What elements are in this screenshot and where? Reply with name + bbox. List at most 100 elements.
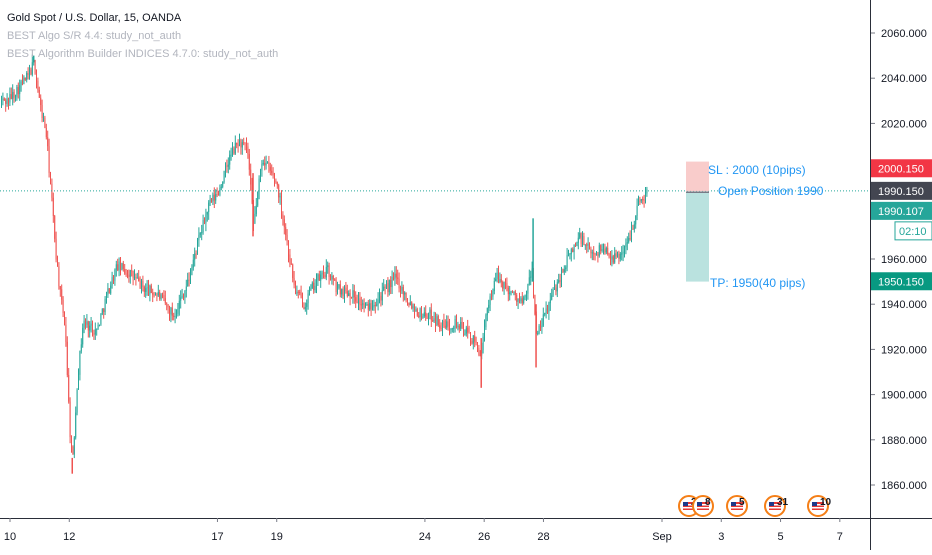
candle-body [302,298,303,307]
candle-body [316,280,317,286]
event-badge[interactable]: 31 [765,496,789,516]
candle-body [239,139,240,146]
candle-body [568,254,569,255]
take-profit-zone[interactable] [686,192,709,281]
candle-body [81,344,82,351]
candle-body [491,296,492,297]
study-legend-algo-builder[interactable]: BEST Algorithm Builder INDICES 4.7.0: st… [7,45,278,63]
candle-body [40,98,41,105]
candle-body [417,309,418,315]
tp-annotation[interactable]: TP: 1950(40 pips) [710,276,805,290]
candle-body [490,296,491,305]
candle-body [452,328,453,329]
candle-body [425,312,426,316]
candle-body [282,214,283,219]
candle-body [172,308,173,316]
candle-body [632,229,633,230]
open-position-annotation[interactable]: Open Position 1990 [718,184,824,198]
candle-body [618,254,619,259]
candle-body [603,249,604,250]
candle-body [483,337,484,350]
candle-body [187,280,188,287]
candle-body [394,274,395,280]
position-tool[interactable]: SL : 2000 (10pips) Open Position 1990 TP: … [686,162,824,290]
candle-body [375,305,376,306]
candle-body [1,100,2,101]
candle-body [392,277,393,287]
candle-body [166,303,167,304]
plot-area[interactable] [0,55,870,474]
stop-loss-zone[interactable] [686,162,709,192]
candle-body [387,283,388,292]
candle-body [88,321,89,330]
candle-body [575,244,576,246]
candle-body [152,293,153,295]
candle-body [274,175,275,181]
candle-body [30,70,31,75]
candle-body [218,194,219,195]
candle-body [68,375,69,402]
time-tick-label: 17 [211,531,223,543]
price-axis[interactable]: 1860.0001880.0001900.0001920.0001940.000… [871,0,932,550]
study-legend-algo-sr[interactable]: BEST Algo S/R 4.4: study_not_auth [7,27,278,45]
candle-body [322,273,323,275]
candle-body [494,281,495,291]
economic-events[interactable]: 2853110 [679,496,832,516]
candle-body [103,309,104,312]
candle-body [642,199,643,200]
candle-body [86,321,87,324]
bar-countdown-label: 02:10 [899,226,927,238]
candle-body [368,304,369,310]
candle-body [121,263,122,270]
candle-body [637,206,638,216]
candle-body [504,282,505,288]
candle-body [183,296,184,298]
candle-body [179,301,180,309]
candle-body [639,201,640,202]
candle-body [564,269,565,272]
candle-body [431,310,432,321]
candle-body [162,295,163,296]
candle-body [163,295,164,298]
candle-body [604,249,605,253]
candle-body [442,321,443,328]
candle-body [235,143,236,154]
candle-body [60,286,61,289]
candle-body [305,307,306,309]
candle-body [184,291,185,298]
candle-body [110,286,111,294]
candle-body [186,287,187,291]
candle-body [263,163,264,164]
time-tick-label: Sep [652,531,672,543]
candle-body [106,295,107,299]
candle-body [275,181,276,182]
candle-body [210,199,211,202]
candle-body [446,321,447,327]
candle-body [627,242,628,243]
candle-body [565,268,566,270]
sl-annotation[interactable]: SL : 2000 (10pips) [708,163,806,177]
candle-body [526,294,527,295]
candle-body [138,278,139,282]
symbol-title[interactable]: Gold Spot / U.S. Dollar, 15, OANDA [7,9,278,27]
candle-body [441,328,442,329]
candle-body [530,277,531,278]
event-badge[interactable]: 8 [693,496,713,516]
event-badge[interactable]: 10 [808,496,832,516]
candle-body [219,188,220,195]
candle-body [408,303,409,306]
candle-body [516,295,517,302]
candle-body [435,318,436,325]
candle-body [340,284,341,294]
candle-body [469,333,470,334]
candle-body [298,292,299,293]
candle-body [562,269,563,272]
flag-canton [731,502,736,506]
candle-body [585,244,586,245]
candle-body [383,287,384,291]
event-badge[interactable]: 5 [727,496,747,516]
candle-body [366,304,367,305]
